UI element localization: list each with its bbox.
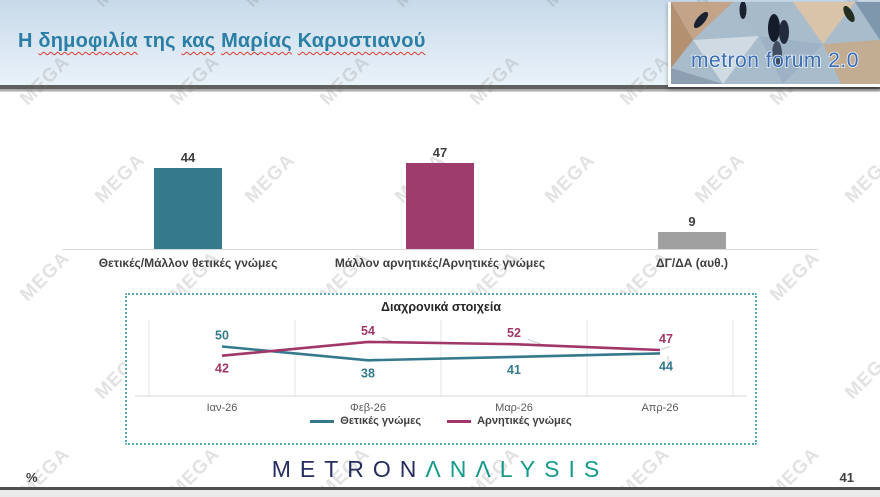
legend-swatch bbox=[447, 419, 472, 423]
data-point-label: 42 bbox=[215, 362, 229, 376]
page-number: 41 bbox=[839, 470, 854, 485]
metron-analysis-logo-metron: METRON bbox=[271, 456, 426, 482]
bar-value-label: 9 bbox=[688, 214, 696, 229]
bar-chart-axis bbox=[62, 249, 818, 250]
bottom-strip bbox=[0, 487, 880, 497]
mega-watermark: MEGA bbox=[841, 345, 880, 404]
header-divider bbox=[0, 85, 880, 92]
bar bbox=[658, 232, 726, 249]
x-axis-label: Φεβ-26 bbox=[350, 402, 386, 414]
page-title-word: δημοφιλία bbox=[38, 30, 138, 52]
bar-category-labels: Θετικές/Μάλλον θετικές γνώμες Μάλλον αρνη… bbox=[62, 256, 818, 270]
bar-group: 44 bbox=[62, 150, 314, 249]
metron-forum-logo-image: metron forum 2.0 bbox=[671, 2, 880, 84]
data-point-label: 54 bbox=[361, 324, 375, 338]
page-title-word: Μαρίας bbox=[221, 30, 292, 52]
bar-category-label: Θετικές/Μάλλον θετικές γνώμες bbox=[98, 256, 278, 270]
trend-line-negative bbox=[221, 340, 661, 357]
bar-value-label: 47 bbox=[432, 145, 448, 160]
legend-label: Θετικές γνώμες bbox=[340, 415, 422, 427]
data-point-label: 52 bbox=[507, 326, 521, 340]
page-title-word: της bbox=[137, 30, 182, 52]
percent-unit-label: % bbox=[26, 470, 38, 485]
metron-analysis-logo: METRONΛNΛLYSIS bbox=[0, 456, 880, 483]
bar bbox=[406, 163, 474, 249]
bar-group: 47 bbox=[314, 145, 566, 249]
bar-category-label: Μάλλον αρνητικές/Αρνητικές γνώμες bbox=[334, 256, 546, 270]
legend-item: Αρνητικές γνώμες bbox=[447, 415, 572, 427]
metron-forum-logo-text: metron forum 2.0 bbox=[691, 49, 859, 72]
mega-watermark: MEGA bbox=[841, 149, 880, 208]
page-title-word: κας bbox=[181, 30, 216, 52]
label-leader-line bbox=[660, 346, 671, 350]
data-point-label: 44 bbox=[659, 359, 673, 373]
bar-value-label: 44 bbox=[180, 150, 196, 165]
data-point-label: 50 bbox=[215, 329, 229, 343]
metron-forum-logo: metron forum 2.0 bbox=[668, 2, 880, 87]
x-axis-label: Απρ-26 bbox=[641, 402, 678, 414]
bar-category-label: ΔΓ/ΔΑ (αυθ.) bbox=[656, 256, 728, 270]
bar-group: 9 bbox=[566, 214, 818, 249]
data-point-label: 47 bbox=[659, 332, 673, 346]
page-title-word: Η bbox=[18, 30, 39, 52]
legend-item: Θετικές γνώμες bbox=[310, 415, 421, 427]
data-point-label: 41 bbox=[507, 363, 521, 377]
trend-line-positive bbox=[221, 345, 661, 362]
trend-line-chart: 50 38 41 44 42 54 52 47 Ιαν-26 Φεβ-26 Μαρ-26 Απρ-26 bbox=[135, 320, 747, 414]
page-title: Η δημοφιλία της κας Μαρίας Καρυστιανού bbox=[18, 30, 426, 53]
metron-analysis-logo-analysis: ΛNΛLYSIS bbox=[425, 456, 609, 482]
x-axis-label: Μαρ-26 bbox=[495, 402, 533, 414]
opinion-bar-chart: 44 47 9 Θετικές/Μάλλον θετικές γνώμες Μάλλο… bbox=[62, 128, 818, 270]
bar bbox=[154, 168, 222, 249]
label-leader-line bbox=[527, 339, 542, 345]
trend-chart-box: Διαχρονικά στοιχεία 50 38 41 44 42 54 52 47 Ιαν-… bbox=[125, 293, 757, 445]
trend-chart-legend: Θετικές γνώμες Αρνητικές γνώμες bbox=[127, 415, 755, 427]
trend-chart-title: Διαχρονικά στοιχεία bbox=[380, 300, 502, 314]
bars-row: 44 47 9 bbox=[62, 128, 818, 249]
legend-swatch bbox=[310, 419, 335, 423]
data-point-label: 38 bbox=[361, 366, 375, 380]
page-title-word: Καρυστιανού bbox=[297, 30, 426, 52]
x-axis-label: Ιαν-26 bbox=[207, 402, 238, 414]
legend-label: Αρνητικές γνώμες bbox=[477, 415, 572, 427]
